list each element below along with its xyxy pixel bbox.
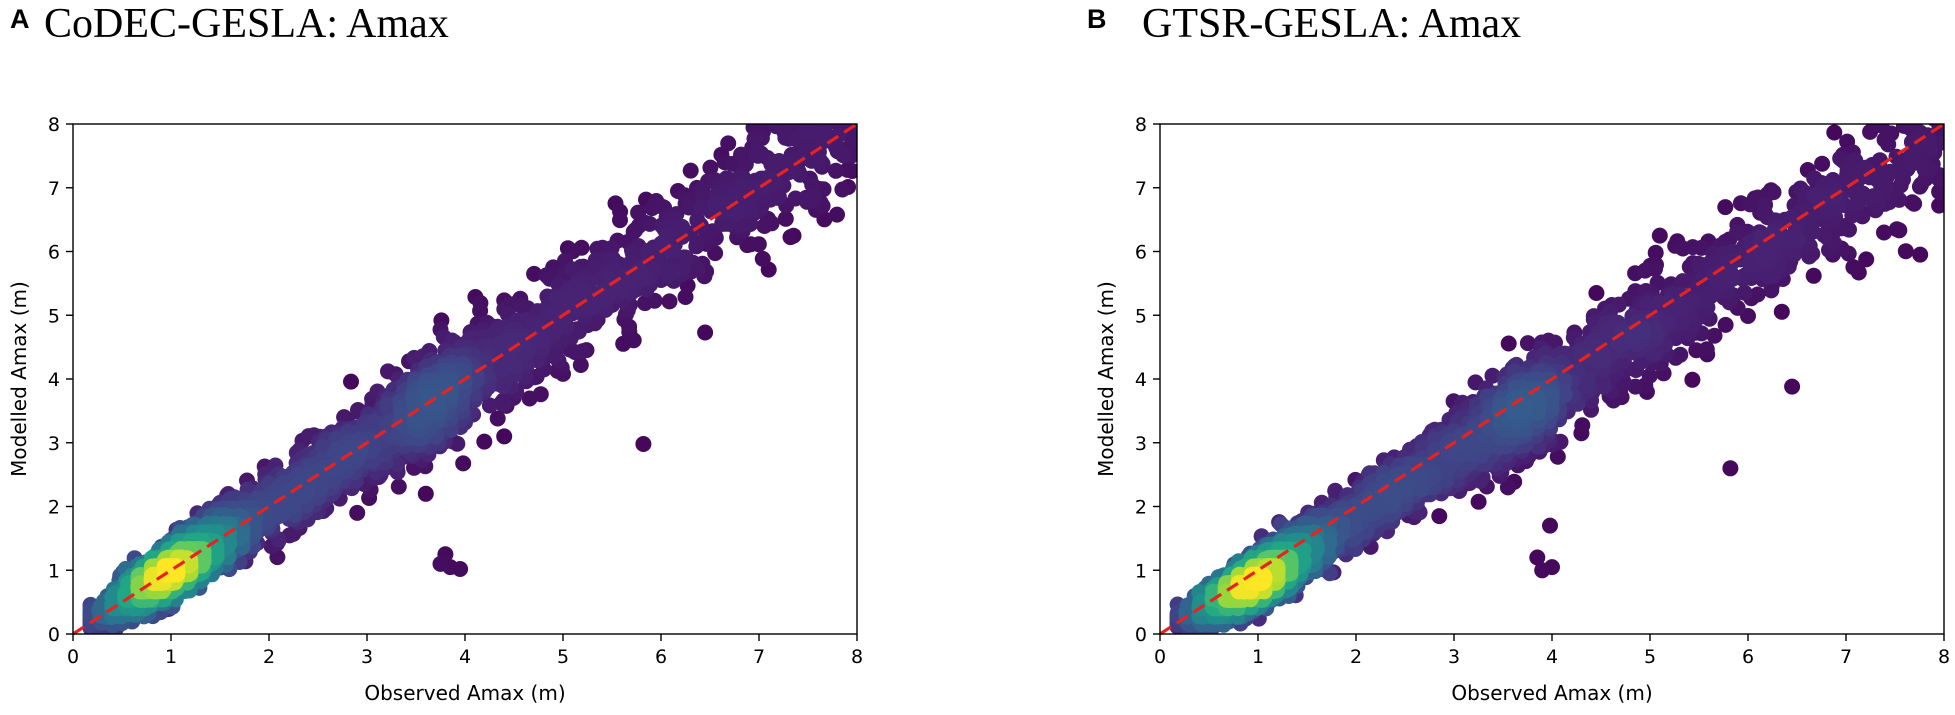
scatter-point — [612, 212, 628, 229]
scatter-point — [804, 176, 821, 193]
scatter-point — [472, 295, 489, 311]
scatter-point — [709, 195, 726, 212]
scatter-point — [476, 433, 493, 450]
scatter-point — [494, 361, 511, 378]
scatter-point — [468, 367, 485, 384]
point-layer — [82, 124, 857, 634]
scatter-point — [720, 135, 737, 152]
scatter-point — [702, 159, 719, 176]
scatter-point — [757, 179, 774, 196]
chart-title: CoDEC-GESLA: Amax — [44, 1, 449, 47]
scatter-point — [495, 396, 512, 412]
scatter-point — [682, 162, 699, 179]
scatter-point — [349, 504, 366, 521]
scatter-point — [636, 295, 653, 312]
scatter-point — [754, 250, 771, 267]
scatter-point — [534, 330, 551, 347]
scatter-point — [782, 229, 799, 246]
scatter-point — [827, 162, 844, 179]
scatter-point — [661, 293, 678, 310]
scatter-point — [559, 298, 576, 315]
scatter-point — [343, 373, 359, 390]
scatter-point — [390, 478, 407, 495]
scatter-point — [742, 216, 759, 232]
scatter-point — [697, 324, 714, 341]
scatter-point — [829, 206, 845, 223]
scatter-point — [756, 218, 773, 234]
scatter-point — [521, 390, 538, 407]
scatter-point — [844, 163, 857, 179]
scatter-point — [805, 125, 822, 142]
scatter-point — [281, 482, 298, 499]
scatter-point — [834, 181, 851, 198]
scatter-point — [417, 485, 434, 502]
scatter-point — [496, 428, 513, 445]
scatter-point — [432, 555, 449, 572]
scatter-point — [635, 436, 652, 452]
scatter-point — [627, 221, 644, 238]
scatter-point — [778, 155, 795, 172]
scatter-point — [641, 215, 658, 232]
scatter-point — [564, 261, 581, 278]
scatter-point — [572, 357, 589, 373]
scatter-point — [481, 397, 498, 414]
scatter-point — [692, 200, 709, 216]
scatter-point — [680, 199, 697, 216]
scatter-point — [449, 435, 466, 452]
scatter-point — [620, 275, 637, 292]
scatter-point — [777, 210, 794, 227]
scatter-point — [574, 343, 591, 360]
scatter-point — [455, 455, 472, 472]
scatter-point — [688, 238, 705, 255]
panel-letter: A — [10, 4, 30, 34]
scatter-point — [526, 265, 543, 282]
scatter-point — [817, 125, 834, 142]
scatter-point — [489, 410, 506, 427]
scatter-point — [805, 188, 822, 205]
scatter-point — [546, 324, 563, 341]
